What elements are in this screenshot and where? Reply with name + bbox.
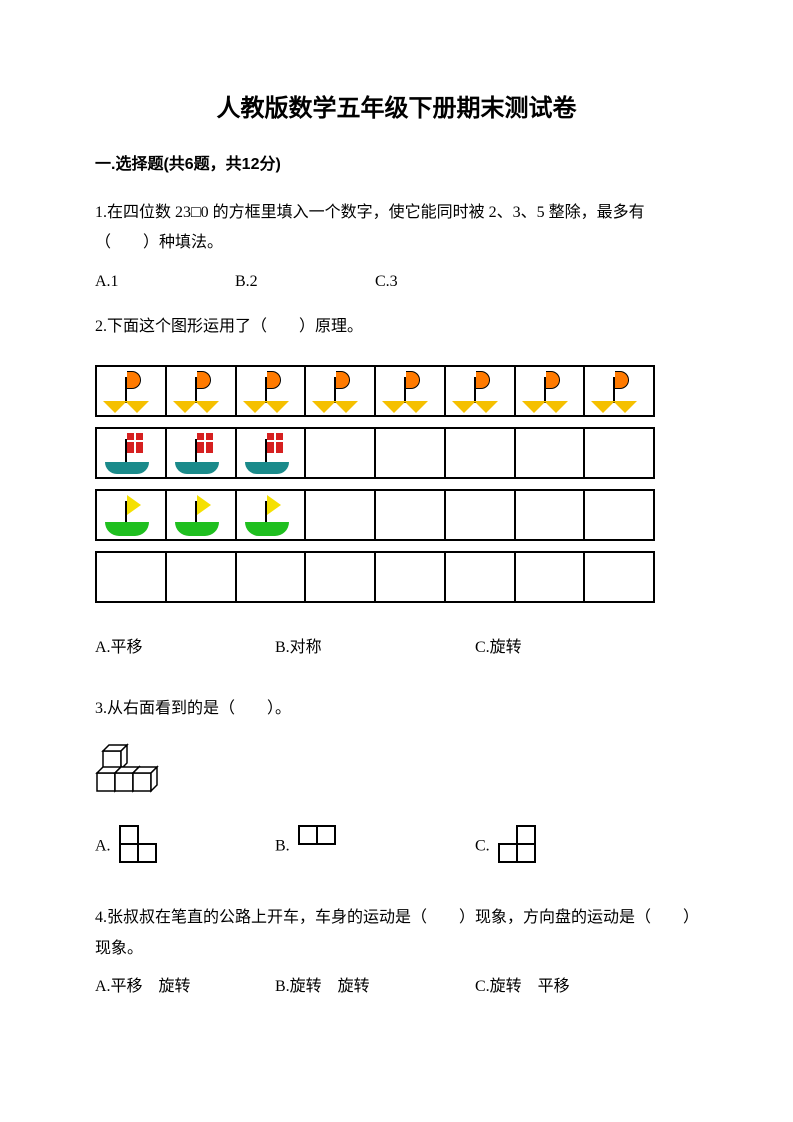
boat-cell — [376, 367, 446, 415]
page-title: 人教版数学五年级下册期末测试卷 — [95, 90, 698, 128]
boat-row — [95, 365, 655, 417]
boat-cell — [167, 429, 237, 477]
q3-shape-b — [298, 825, 322, 869]
q3-optC-label: C. — [475, 838, 490, 855]
boat-cell — [306, 553, 376, 601]
boat-cell — [446, 367, 516, 415]
boat-row — [95, 489, 655, 541]
question-1: 1.在四位数 23□0 的方框里填入一个数字，使它能同时被 2、3、5 整除，最… — [95, 198, 698, 294]
q1-options: A.1 B.2 C.3 — [95, 269, 698, 295]
q3-option-c: C. — [475, 825, 655, 869]
boat-cell — [167, 491, 237, 539]
boat-cell — [97, 429, 167, 477]
q3-shape-c — [498, 825, 542, 869]
q1-option-c: C.3 — [375, 269, 555, 295]
q3-shape-a — [119, 825, 163, 869]
q3-option-a: A. — [95, 825, 275, 869]
boat-cell — [585, 491, 653, 539]
q2-option-a: A.平移 — [95, 635, 275, 661]
boat-cell — [376, 429, 446, 477]
question-3: 3.从右面看到的是（ ）。 — [95, 694, 698, 869]
q3-option-b: B. — [275, 825, 475, 869]
q2-options: A.平移 B.对称 C.旋转 — [95, 635, 698, 661]
boat-cell — [585, 553, 653, 601]
boat-cell — [306, 491, 376, 539]
q4-text: 4.张叔叔在笔直的公路上开车，车身的运动是（ ）现象，方向盘的运动是（ ）现象。 — [95, 903, 698, 964]
q4-option-b: B.旋转 旋转 — [275, 974, 475, 1000]
boat-cell — [237, 429, 307, 477]
q3-text: 3.从右面看到的是（ ）。 — [95, 694, 698, 724]
question-4: 4.张叔叔在笔直的公路上开车，车身的运动是（ ）现象，方向盘的运动是（ ）现象。… — [95, 903, 698, 999]
section-header: 一.选择题(共6题，共12分) — [95, 152, 698, 178]
q3-optB-label: B. — [275, 838, 290, 855]
boat-row — [95, 427, 655, 479]
boat-cell — [237, 367, 307, 415]
boat-cell — [516, 429, 586, 477]
boat-cell — [97, 553, 167, 601]
boat-cell — [446, 553, 516, 601]
q4-option-a: A.平移 旋转 — [95, 974, 275, 1000]
q1-option-a: A.1 — [95, 269, 235, 295]
boat-cell — [306, 367, 376, 415]
boat-cell — [446, 429, 516, 477]
boat-cell — [167, 553, 237, 601]
q4-option-c: C.旋转 平移 — [475, 974, 655, 1000]
q2-figure — [95, 365, 698, 603]
boat-cell — [516, 553, 586, 601]
boat-cell — [97, 367, 167, 415]
q3-cube-figure — [95, 737, 698, 804]
q1-option-b: B.2 — [235, 269, 375, 295]
boat-cell — [237, 553, 307, 601]
boat-row — [95, 551, 655, 603]
boat-cell — [97, 491, 167, 539]
q2-option-c: C.旋转 — [475, 635, 655, 661]
boat-cell — [585, 367, 653, 415]
boat-cell — [237, 491, 307, 539]
q3-options: A. B. C. — [95, 825, 698, 869]
boat-cell — [376, 553, 446, 601]
question-2: 2.下面这个图形运用了（ ）原理。 A.平移 B.对称 C.旋转 — [95, 312, 698, 660]
q2-option-b: B.对称 — [275, 635, 475, 661]
boat-cell — [516, 491, 586, 539]
boat-cell — [167, 367, 237, 415]
q1-text: 1.在四位数 23□0 的方框里填入一个数字，使它能同时被 2、3、5 整除，最… — [95, 198, 698, 259]
boat-cell — [585, 429, 653, 477]
boat-cell — [446, 491, 516, 539]
boat-cell — [376, 491, 446, 539]
q3-optA-label: A. — [95, 838, 111, 855]
boat-cell — [306, 429, 376, 477]
boat-cell — [516, 367, 586, 415]
q4-options: A.平移 旋转 B.旋转 旋转 C.旋转 平移 — [95, 974, 698, 1000]
q2-text: 2.下面这个图形运用了（ ）原理。 — [95, 312, 698, 342]
